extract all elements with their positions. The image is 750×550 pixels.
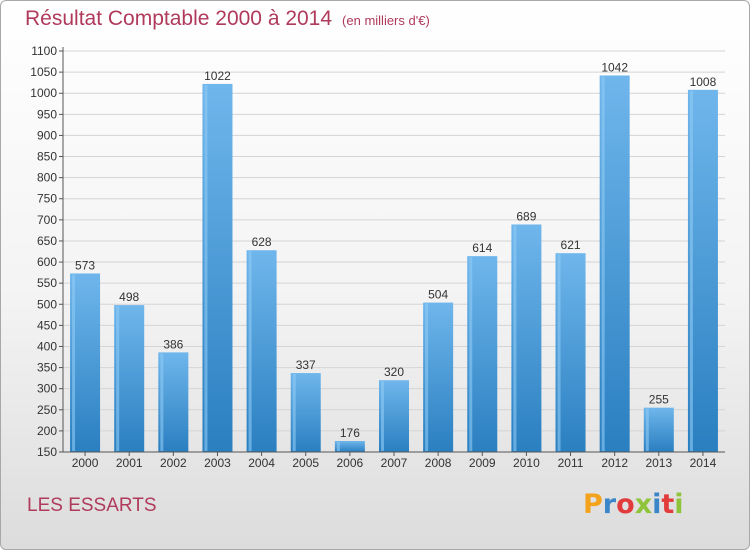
bar-highlight bbox=[689, 90, 693, 452]
y-tick-label: 650 bbox=[37, 234, 57, 248]
logo-letter: r bbox=[602, 489, 617, 520]
y-tick-label: 600 bbox=[37, 255, 57, 269]
x-tick-label-2005: 2005 bbox=[292, 456, 319, 470]
commune-name: LES ESSARTS bbox=[27, 495, 157, 516]
y-tick-label: 700 bbox=[37, 213, 57, 227]
x-tick-label-2009: 2009 bbox=[469, 456, 496, 470]
value-label-2008: 504 bbox=[428, 288, 448, 302]
bar-highlight bbox=[292, 374, 296, 451]
y-tick-label: 1100 bbox=[31, 44, 57, 58]
bar-2011 bbox=[555, 253, 586, 452]
value-label-2001: 498 bbox=[119, 290, 139, 304]
bar-highlight bbox=[380, 381, 384, 451]
y-tick-label: 850 bbox=[37, 150, 57, 164]
y-tick-label: 250 bbox=[37, 403, 57, 417]
x-tick-label-2006: 2006 bbox=[337, 456, 364, 470]
y-tick-label: 1050 bbox=[30, 65, 57, 79]
bar-highlight bbox=[557, 254, 561, 451]
bar-2013 bbox=[643, 407, 674, 452]
value-label-2006: 176 bbox=[340, 426, 360, 440]
y-tick-label: 550 bbox=[37, 276, 57, 290]
value-label-2000: 573 bbox=[75, 258, 95, 272]
bar-highlight bbox=[425, 303, 429, 451]
bar-2007 bbox=[378, 380, 410, 452]
bar-2012 bbox=[599, 75, 630, 452]
bar-2002 bbox=[158, 352, 189, 452]
bar-2010 bbox=[511, 224, 542, 452]
x-tick-label-2003: 2003 bbox=[204, 456, 231, 470]
chart-title: Résultat Comptable 2000 à 2014 (en millie… bbox=[25, 7, 430, 31]
chart-title-text: Résultat Comptable 2000 à 2014 bbox=[25, 7, 333, 30]
logo-letter: i bbox=[674, 489, 684, 520]
bar-highlight bbox=[248, 251, 252, 451]
chart-unit: (en milliers d'€) bbox=[342, 13, 430, 28]
value-label-2011: 621 bbox=[561, 238, 581, 252]
x-tick-label-2014: 2014 bbox=[690, 456, 717, 470]
x-tick-label-2013: 2013 bbox=[645, 456, 672, 470]
y-tick-label: 750 bbox=[37, 192, 57, 206]
value-label-2013: 255 bbox=[649, 393, 669, 407]
y-tick-label: 1000 bbox=[30, 86, 57, 100]
y-tick-label: 200 bbox=[37, 424, 57, 438]
logo-letter: t bbox=[661, 489, 675, 520]
bar-highlight bbox=[513, 225, 517, 451]
value-label-2009: 614 bbox=[472, 241, 492, 255]
proxiti-logo[interactable]: Proxiti bbox=[583, 489, 684, 520]
value-label-2010: 689 bbox=[516, 209, 536, 223]
x-tick-label-2004: 2004 bbox=[248, 456, 275, 470]
value-label-2004: 628 bbox=[252, 235, 272, 249]
y-tick-label: 150 bbox=[37, 445, 57, 459]
bar-2008 bbox=[423, 302, 454, 452]
y-tick-label: 350 bbox=[37, 361, 57, 375]
y-tick-label: 800 bbox=[37, 171, 57, 185]
x-tick-label-2012: 2012 bbox=[601, 456, 628, 470]
y-tick-label: 500 bbox=[37, 297, 57, 311]
value-label-2005: 337 bbox=[296, 358, 316, 372]
value-label-2012: 1042 bbox=[601, 60, 628, 74]
y-tick-label: 300 bbox=[37, 382, 57, 396]
bar-highlight bbox=[204, 84, 208, 452]
bar-2005 bbox=[290, 373, 321, 452]
value-label-2003: 1022 bbox=[204, 69, 231, 83]
y-tick-label: 450 bbox=[37, 318, 57, 332]
value-label-2002: 386 bbox=[163, 337, 183, 351]
x-tick-label-2008: 2008 bbox=[425, 456, 452, 470]
x-tick-label-2007: 2007 bbox=[381, 456, 408, 470]
logo-letter: o bbox=[616, 489, 635, 520]
bar-highlight bbox=[645, 408, 649, 451]
logo-letter: i bbox=[652, 489, 662, 520]
y-tick-label: 400 bbox=[37, 339, 57, 353]
x-tick-label-2011: 2011 bbox=[558, 456, 584, 470]
bar-highlight bbox=[336, 442, 340, 451]
bar-2009 bbox=[467, 256, 498, 452]
bar-highlight bbox=[160, 353, 164, 451]
bar-highlight bbox=[469, 257, 473, 451]
logo-letter: x bbox=[634, 489, 653, 520]
x-tick-label-2000: 2000 bbox=[72, 456, 99, 470]
bar-highlight bbox=[72, 274, 76, 451]
value-label-2007: 320 bbox=[384, 365, 404, 379]
x-tick-label-2010: 2010 bbox=[513, 456, 540, 470]
bar-highlight bbox=[601, 76, 605, 451]
logo-letter: P bbox=[583, 489, 603, 520]
bar-2006 bbox=[334, 441, 365, 452]
bar-2004 bbox=[246, 250, 277, 452]
bar-2000 bbox=[70, 273, 101, 452]
value-label-2014: 1008 bbox=[690, 75, 717, 89]
bar-2003 bbox=[202, 83, 233, 453]
y-tick-label: 950 bbox=[37, 107, 57, 121]
bar-2001 bbox=[114, 305, 145, 452]
bar-highlight bbox=[116, 306, 120, 451]
y-tick-label: 900 bbox=[37, 128, 57, 142]
x-tick-label-2002: 2002 bbox=[160, 456, 187, 470]
x-tick-label-2001: 2001 bbox=[116, 456, 143, 470]
bar-2014 bbox=[687, 89, 718, 453]
